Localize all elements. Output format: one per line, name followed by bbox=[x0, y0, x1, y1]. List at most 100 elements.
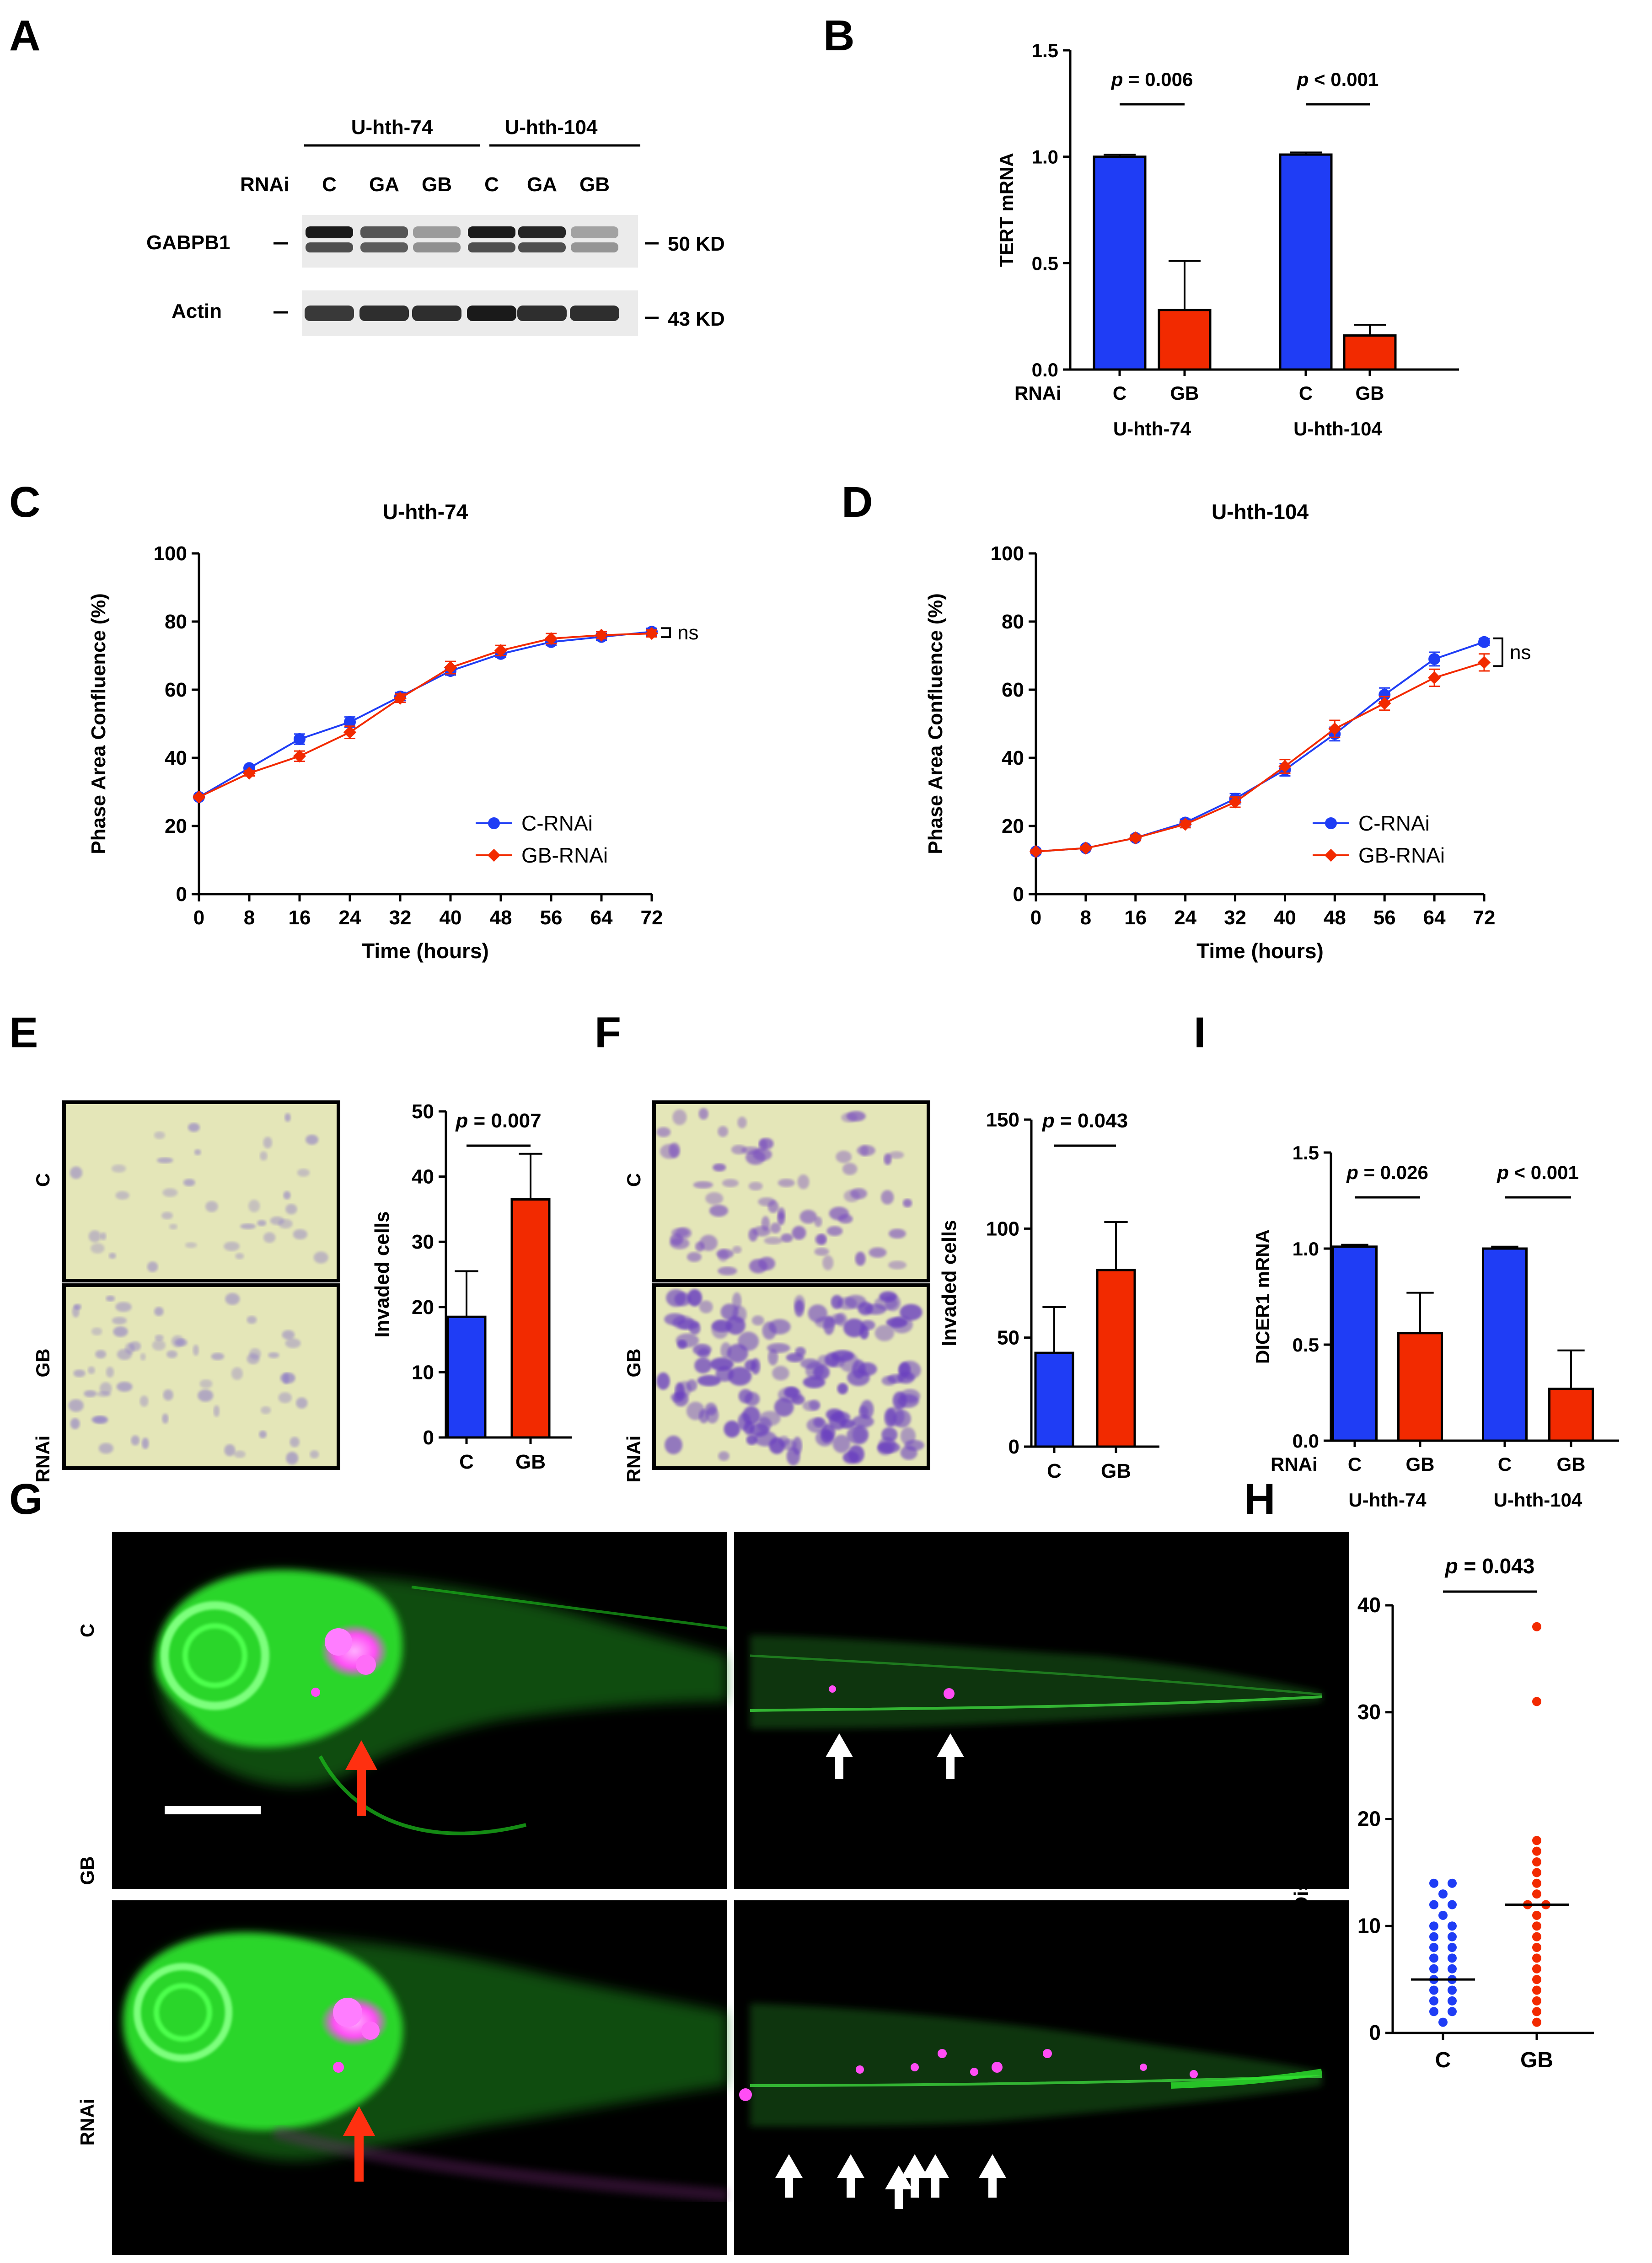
data-point bbox=[645, 627, 659, 640]
stained-cell bbox=[774, 1398, 794, 1417]
tumor-mass-c bbox=[311, 1624, 389, 1697]
blot-row1-label: GABPB1 bbox=[146, 231, 230, 254]
x-tick-label: 64 bbox=[1423, 906, 1446, 929]
stained-cell bbox=[99, 1382, 112, 1395]
panel-letter-i: I bbox=[1194, 1008, 1206, 1057]
stained-cell bbox=[698, 1108, 708, 1120]
scatter-point bbox=[1429, 1932, 1438, 1941]
stained-cell bbox=[198, 1389, 214, 1402]
x-tick-label: 40 bbox=[1274, 906, 1296, 929]
data-point bbox=[444, 661, 457, 674]
y-tick-label: 0 bbox=[1013, 883, 1024, 906]
x-tick-label: 32 bbox=[1224, 906, 1246, 929]
stained-cell bbox=[852, 1425, 869, 1444]
y-tick-label: 0 bbox=[1369, 2021, 1381, 2044]
stained-cell bbox=[836, 1150, 852, 1163]
blot-lane-label: GB bbox=[579, 173, 610, 196]
series-line bbox=[1035, 661, 1485, 853]
stained-cell bbox=[884, 1408, 896, 1427]
blot-band-lower bbox=[306, 242, 353, 252]
stained-cell bbox=[767, 1343, 790, 1353]
chart-i-dicer1-mrna: 0.0 0.5 1.0 1.5 DICER1 mRNA C GB C GB RNAi U-hth-7… bbox=[1252, 1142, 1619, 1511]
stained-cell bbox=[881, 1427, 898, 1442]
stained-cell bbox=[70, 1418, 80, 1430]
white-arrow-gb bbox=[775, 2154, 803, 2198]
y-tick-label: 0 bbox=[423, 1426, 434, 1449]
stained-cell bbox=[888, 1260, 907, 1270]
stained-cell bbox=[826, 1226, 843, 1236]
bar bbox=[446, 1315, 487, 1439]
stained-cell bbox=[259, 1430, 267, 1438]
x-tick-label: C bbox=[1299, 382, 1313, 404]
data-point bbox=[1428, 653, 1441, 665]
stained-cell bbox=[781, 1439, 797, 1450]
stained-cell bbox=[141, 1437, 149, 1449]
panel-letter-d: D bbox=[842, 478, 873, 526]
p-value-label: p = 0.006 bbox=[1111, 69, 1193, 90]
scatter-point bbox=[1448, 1985, 1457, 1995]
stained-cell bbox=[713, 1163, 726, 1172]
stained-cell bbox=[147, 1261, 158, 1272]
ns-bracket bbox=[661, 627, 671, 638]
stained-cell bbox=[286, 1452, 299, 1465]
stained-cell bbox=[117, 1349, 132, 1360]
stained-cell bbox=[880, 1190, 894, 1205]
stained-cell bbox=[257, 1220, 267, 1226]
stained-cell bbox=[802, 1400, 820, 1411]
blot-lane-label: C bbox=[484, 173, 499, 196]
stained-cell bbox=[297, 1169, 310, 1177]
blot-band-lower bbox=[413, 242, 461, 252]
group-label: U-hth-104 bbox=[1494, 1489, 1582, 1511]
scatter-point bbox=[1532, 1857, 1541, 1866]
tail-focus-gb bbox=[1190, 2070, 1198, 2078]
stained-cell bbox=[211, 1352, 225, 1360]
scatter-point bbox=[1448, 2007, 1457, 2016]
x-tick-label: 40 bbox=[440, 906, 462, 929]
stained-cell bbox=[188, 1123, 200, 1132]
zebrafish-images: C GB RNAi bbox=[76, 1532, 1349, 2255]
scatter-point bbox=[1438, 1910, 1448, 1920]
stained-cell bbox=[855, 1251, 866, 1266]
chart-f-invasion-104: 0 50 100 150 Invaded cells C GB p = 0.043 bbox=[938, 1109, 1159, 1482]
x-tick-label: 56 bbox=[1373, 906, 1396, 929]
stained-cell bbox=[786, 1353, 804, 1362]
data-point bbox=[1478, 636, 1490, 648]
tumor-mass-gb bbox=[320, 1996, 389, 2073]
stained-cell bbox=[131, 1435, 140, 1446]
stained-cell bbox=[171, 1335, 184, 1348]
blot-row2-size: 43 KD bbox=[668, 308, 725, 330]
stained-cell bbox=[813, 1417, 825, 1427]
scatter-point bbox=[1448, 1900, 1457, 1909]
y-tick-label: 0 bbox=[176, 883, 187, 906]
y-tick-label: 50 bbox=[412, 1100, 434, 1123]
chart-title: U-hth-104 bbox=[1212, 500, 1309, 524]
x-axis-label: Time (hours) bbox=[1196, 939, 1324, 963]
x-tick-label: GB bbox=[1101, 1460, 1131, 1482]
stained-cell bbox=[70, 1166, 83, 1179]
white-arrow-gb bbox=[885, 2166, 912, 2209]
stained-cell bbox=[791, 1394, 805, 1405]
stained-cell bbox=[808, 1304, 828, 1323]
stained-cell bbox=[738, 1331, 759, 1351]
stained-cell bbox=[88, 1230, 101, 1243]
f-row-label-top: C bbox=[623, 1173, 644, 1187]
stained-cell bbox=[213, 1405, 220, 1417]
stained-cell bbox=[91, 1416, 107, 1423]
stained-cell bbox=[748, 1228, 758, 1242]
y-tick-label: 50 bbox=[997, 1327, 1019, 1349]
scatter-point bbox=[1429, 1985, 1438, 1995]
scatter-point bbox=[1532, 1846, 1541, 1856]
stained-cell bbox=[891, 1315, 913, 1334]
stained-cell bbox=[163, 1389, 173, 1401]
fish-c-tail-body bbox=[750, 1635, 1322, 1729]
x-axis-label: Time (hours) bbox=[362, 939, 489, 963]
stained-cell bbox=[874, 1325, 895, 1341]
fish-gb-body bbox=[123, 1933, 728, 2202]
data-point bbox=[1228, 795, 1242, 809]
stained-cell bbox=[877, 1442, 901, 1453]
panel-letter-b: B bbox=[823, 11, 855, 60]
x-tick-label: 64 bbox=[590, 906, 613, 929]
stained-cell bbox=[293, 1229, 308, 1240]
stained-cell bbox=[888, 1228, 906, 1239]
